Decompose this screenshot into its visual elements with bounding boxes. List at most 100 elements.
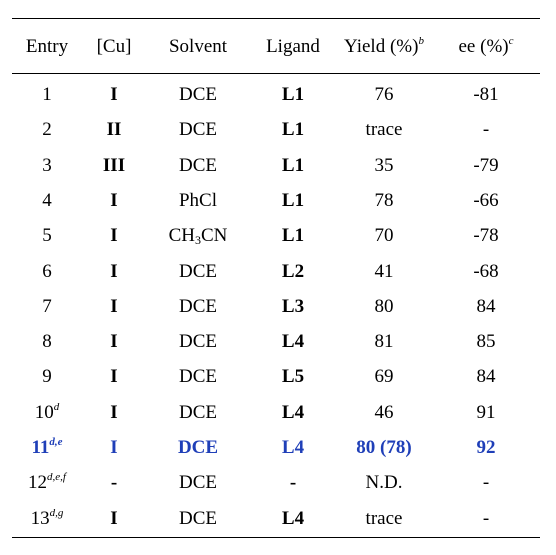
- header-cu: [Cu]: [96, 36, 132, 57]
- cell-ligand: L1: [281, 225, 305, 247]
- entry-number: 10: [34, 401, 54, 423]
- cell-ligand: L4: [281, 437, 305, 458]
- solvent-text: DCE: [179, 119, 217, 141]
- entry-number: 2: [42, 119, 52, 141]
- cell-solvent: DCE: [146, 501, 250, 536]
- cell-solvent: DCE: [146, 395, 250, 430]
- cell-entry: 13d,g: [12, 501, 82, 536]
- table-row: 12d,e,f - DCE - N.D. -: [12, 465, 540, 500]
- cell-cu: I: [110, 260, 118, 282]
- cell-yield: 81: [374, 331, 394, 353]
- cell-yield: 69: [374, 366, 394, 388]
- solvent-text: DCE: [179, 401, 217, 423]
- cell-ligand: L2: [281, 260, 305, 282]
- cell-ligand: L3: [281, 295, 305, 317]
- cell-yield: 35: [374, 154, 394, 176]
- header-yield: Yield (%)b: [336, 29, 432, 64]
- table-row: 9 I DCE L5 69 84: [12, 359, 540, 394]
- cell-solvent: DCE: [146, 465, 250, 500]
- cell-cu: -: [110, 472, 118, 494]
- table-row: 10d I DCE L4 46 91: [12, 395, 540, 430]
- header-entry: Entry: [25, 36, 69, 57]
- header-row: Entry [Cu] Solvent Ligand Yield (%)b ee …: [12, 29, 540, 64]
- solvent-subscript: 3: [195, 233, 201, 248]
- entry-note: d,e: [49, 436, 63, 448]
- cell-ee: -78: [473, 225, 499, 247]
- cell-yield: 80 (78): [356, 437, 412, 458]
- entry-number: 4: [42, 189, 52, 211]
- cell-solvent: DCE: [146, 148, 250, 183]
- header-ee-note: c: [508, 35, 514, 47]
- cell-ligand: -: [289, 472, 297, 494]
- entry-number: 3: [42, 154, 52, 176]
- solvent-text: DCE: [179, 84, 217, 105]
- cell-cu: I: [110, 295, 118, 317]
- header-yield-label: Yield (%): [344, 36, 419, 57]
- solvent-text: DCE: [179, 260, 217, 282]
- entry-number: 12: [28, 472, 48, 494]
- header-ligand: Ligand: [266, 36, 320, 57]
- solvent-text: DCE: [179, 154, 217, 176]
- cell-cu: I: [110, 507, 118, 529]
- cell-ee: -79: [473, 154, 499, 176]
- cell-entry: 10d: [12, 395, 82, 430]
- cell-cu: I: [110, 366, 118, 388]
- cell-cu: I: [110, 84, 118, 105]
- solvent-text: DCE: [179, 366, 217, 388]
- cell-yield: N.D.: [365, 472, 403, 494]
- cell-entry: 9: [12, 359, 82, 394]
- entry-note: d: [53, 400, 60, 413]
- cell-ee: 85: [476, 331, 496, 353]
- entry-number: 7: [42, 295, 52, 317]
- entry-number: 6: [42, 260, 52, 282]
- cell-ee: -: [482, 119, 490, 141]
- table-row: 11d,e I DCE L4 80 (78) 92: [12, 430, 540, 465]
- solvent-text: PhCl: [178, 189, 218, 211]
- cell-ee: -: [482, 507, 490, 529]
- cell-entry: 8: [12, 324, 82, 359]
- cell-solvent: DCE: [146, 359, 250, 394]
- cell-ee: 91: [476, 401, 496, 423]
- cell-entry: 11d,e: [12, 430, 82, 465]
- cell-solvent: DCE: [146, 254, 250, 289]
- cell-entry: 4: [12, 183, 82, 218]
- cell-cu: I: [110, 331, 118, 353]
- table-row: 4 I PhCl L1 78 -66: [12, 183, 540, 218]
- cell-cu: I: [110, 189, 118, 211]
- cell-cu: II: [106, 119, 122, 141]
- entry-note: d,e,f: [47, 471, 66, 484]
- table-row: 5 I CH3CN L1 70 -78: [12, 218, 540, 253]
- cell-ligand: L5: [281, 366, 305, 388]
- solvent-text: DCE: [179, 331, 217, 353]
- cell-yield: 80: [374, 295, 394, 317]
- cell-yield: 70: [374, 225, 394, 247]
- entry-note: d,g: [49, 506, 64, 519]
- cell-yield: 41: [374, 260, 394, 282]
- cell-cu: I: [110, 437, 118, 458]
- cell-solvent: CH3CN: [146, 218, 250, 253]
- cell-solvent: DCE: [146, 289, 250, 324]
- cell-entry: 6: [12, 254, 82, 289]
- solvent-text: DCE: [179, 472, 217, 494]
- cell-solvent: DCE: [146, 324, 250, 359]
- header-solvent: Solvent: [168, 36, 228, 57]
- cell-yield: 76: [374, 84, 394, 105]
- table-row: 1 I DCE L1 76 -81: [12, 77, 540, 112]
- entry-number: 5: [42, 225, 52, 247]
- cell-yield: trace: [365, 507, 403, 529]
- table-row: 3 III DCE L1 35 -79: [12, 148, 540, 183]
- cell-ee: 84: [476, 366, 496, 388]
- table-row: 2 II DCE L1 trace -: [12, 112, 540, 147]
- cell-yield: 78: [374, 189, 394, 211]
- table-row: 13d,g I DCE L4 trace -: [12, 501, 540, 536]
- solvent-text: DCE: [177, 437, 219, 458]
- cell-cu: I: [110, 401, 118, 423]
- header-ee-label: ee (%): [458, 36, 509, 57]
- solvent-text: DCE: [179, 295, 217, 317]
- cell-yield: 46: [374, 401, 394, 423]
- cell-ee: -: [482, 472, 490, 494]
- cell-ee: -68: [473, 260, 499, 282]
- bottom-rule: [12, 537, 540, 538]
- cell-cu: I: [110, 225, 118, 247]
- cell-ligand: L1: [281, 119, 305, 141]
